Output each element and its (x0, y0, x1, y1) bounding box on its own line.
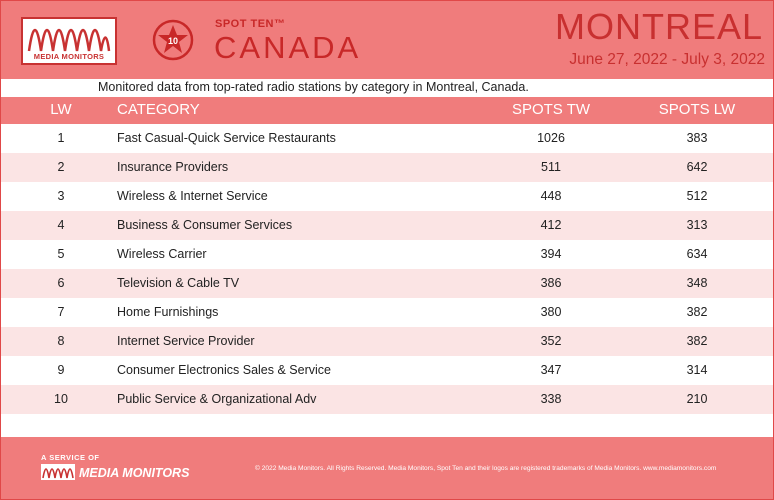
cell-category: Fast Casual-Quick Service Restaurants (117, 131, 336, 145)
cell-spots-lw: 383 (686, 131, 708, 145)
copyright-text: © 2022 Media Monitors. All Rights Reserv… (255, 465, 717, 472)
table-row: 7 Home Furnishings 380 382 (1, 298, 773, 327)
waveform-icon (27, 28, 111, 52)
country-title: CANADA (214, 30, 362, 65)
cell-category: Business & Consumer Services (117, 218, 293, 232)
table-row: 2 Insurance Providers 511 642 (1, 153, 773, 182)
cell-lw: 3 (57, 189, 65, 203)
cell-category: Public Service & Organizational Adv (117, 392, 317, 406)
cell-category: Insurance Providers (117, 160, 229, 174)
cell-lw: 1 (57, 131, 65, 145)
cell-category: Wireless Carrier (117, 247, 207, 261)
cell-spots-tw: 448 (540, 189, 562, 203)
header-spots-lw: SPOTS LW (658, 101, 736, 118)
city-title: MONTREAL (554, 6, 763, 47)
cell-spots-lw: 512 (686, 189, 708, 203)
table-row: 5 Wireless Carrier 394 634 (1, 240, 773, 269)
cell-lw: 7 (57, 305, 65, 319)
cell-lw: 2 (57, 160, 65, 174)
cell-spots-tw: 338 (540, 392, 562, 406)
logo-text: MEDIA MONITORS (33, 52, 105, 61)
waveform-icon (41, 464, 75, 480)
cell-spots-lw: 382 (686, 334, 708, 348)
cell-spots-lw: 313 (686, 218, 708, 232)
header-lw: LW (50, 101, 72, 118)
rankings-table: LW CATEGORY SPOTS TW SPOTS LW 1 Fast Cas… (1, 97, 773, 437)
cell-spots-tw: 394 (540, 247, 562, 261)
media-monitors-logo: MEDIA MONITORS (21, 17, 117, 65)
header: MEDIA MONITORS 10 SPOT TEN™ CANADA MONTR… (1, 1, 773, 79)
brand-label: SPOT TEN™ (215, 18, 286, 30)
cell-spots-lw: 642 (686, 160, 708, 174)
cell-category: Wireless & Internet Service (117, 189, 268, 203)
table-row: 6 Television & Cable TV 386 348 (1, 269, 773, 298)
cell-lw: 6 (57, 276, 65, 290)
cell-spots-lw: 210 (686, 392, 708, 406)
cell-spots-tw: 386 (540, 276, 562, 290)
cell-spots-tw: 380 (540, 305, 562, 319)
badge-number: 10 (168, 36, 178, 46)
table-row: 1 Fast Casual-Quick Service Restaurants … (1, 124, 773, 153)
footer-logo: MEDIA MONITORS (41, 464, 211, 482)
header-spots-tw: SPOTS TW (511, 101, 591, 118)
date-range: June 27, 2022 - July 3, 2022 (569, 51, 765, 68)
cell-spots-tw: 347 (540, 363, 562, 377)
spot-ten-star-badge-icon: 10 (152, 19, 194, 61)
subtitle-text: Monitored data from top-rated radio stat… (98, 80, 529, 94)
footer-brand: MEDIA MONITORS (79, 466, 190, 480)
cell-category: Home Furnishings (117, 305, 219, 319)
cell-spots-tw: 412 (540, 218, 562, 232)
table-row: 4 Business & Consumer Services 412 313 (1, 211, 773, 240)
cell-category: Television & Cable TV (117, 276, 240, 290)
cell-spots-tw: 1026 (537, 131, 565, 145)
cell-lw: 4 (57, 218, 65, 232)
table-header: LW CATEGORY SPOTS TW SPOTS LW (1, 97, 773, 124)
cell-spots-lw: 314 (686, 363, 708, 377)
cell-spots-lw: 634 (686, 247, 708, 261)
cell-spots-lw: 382 (686, 305, 708, 319)
cell-lw: 9 (57, 363, 65, 377)
footer: A SERVICE OF MEDIA MONITORS © 2022 Media… (1, 437, 773, 499)
cell-category: Consumer Electronics Sales & Service (117, 363, 331, 377)
cell-lw: 10 (54, 392, 68, 406)
table-row: 8 Internet Service Provider 352 382 (1, 327, 773, 356)
table-row: 9 Consumer Electronics Sales & Service 3… (1, 356, 773, 385)
subtitle-bar: Monitored data from top-rated radio stat… (1, 79, 773, 97)
header-category: CATEGORY (117, 101, 200, 118)
service-label: A SERVICE OF (41, 453, 100, 462)
cell-lw: 8 (57, 334, 65, 348)
table-row: 3 Wireless & Internet Service 448 512 (1, 182, 773, 211)
cell-spots-tw: 352 (540, 334, 562, 348)
table-row: 10 Public Service & Organizational Adv 3… (1, 385, 773, 414)
cell-spots-lw: 348 (686, 276, 708, 290)
cell-lw: 5 (57, 247, 65, 261)
cell-spots-tw: 511 (541, 160, 561, 174)
cell-category: Internet Service Provider (117, 334, 255, 348)
